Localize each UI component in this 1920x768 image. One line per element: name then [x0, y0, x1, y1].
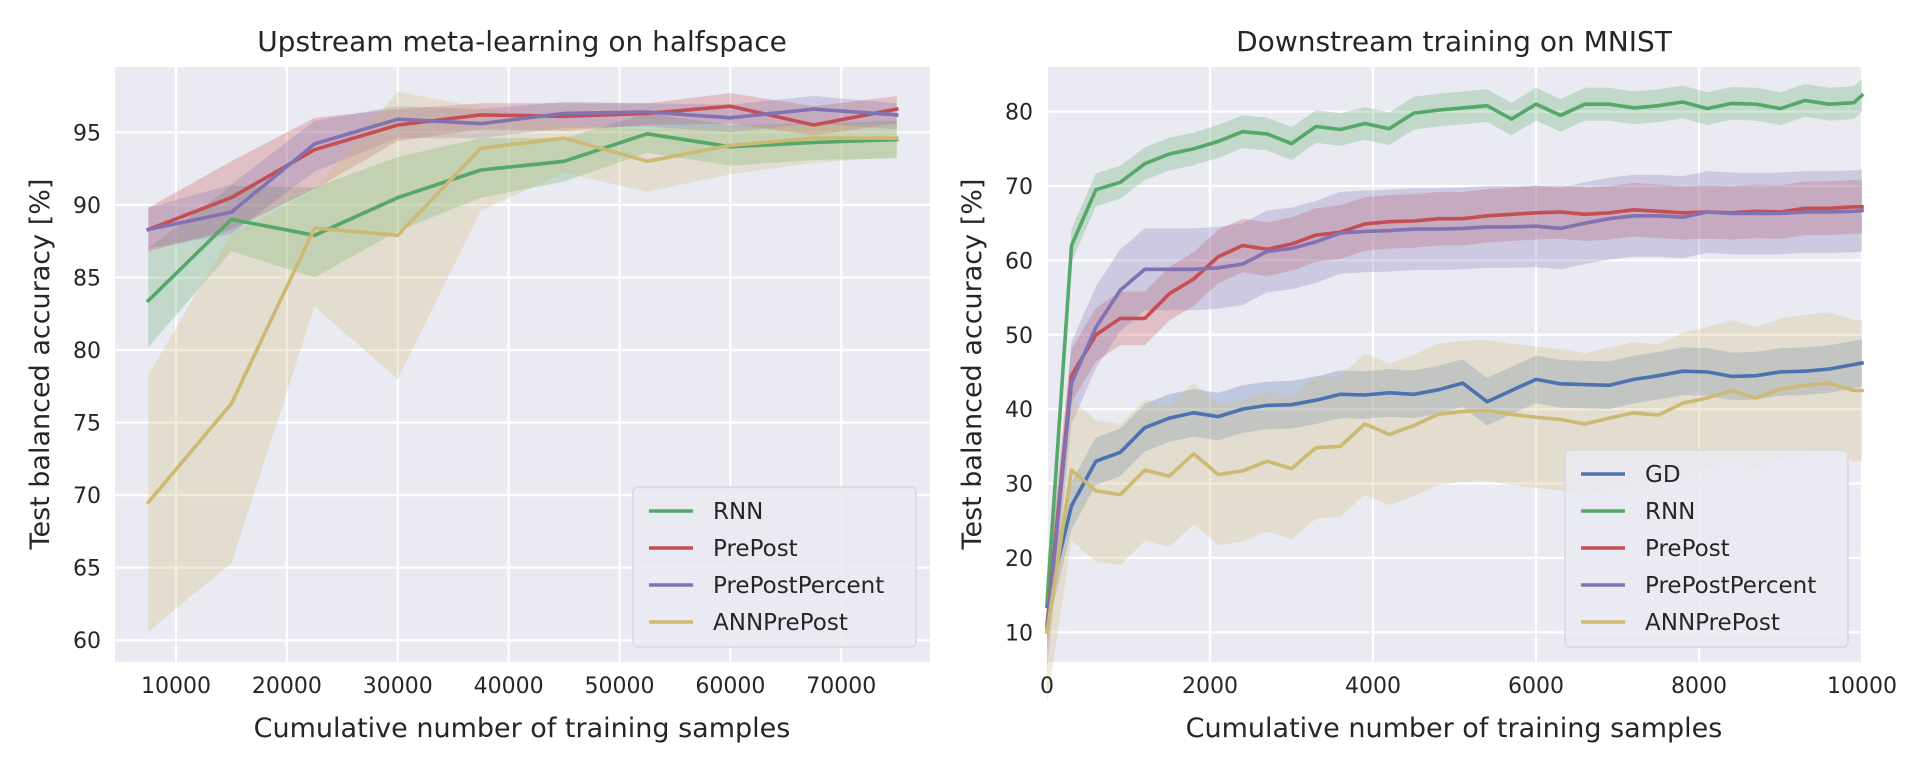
downstream-line-prepostpercent: [1045, 208, 1864, 631]
upstream-legend-label-prepostpercent: PrePostPercent: [713, 573, 884, 599]
upstream-y-tick-label: 60: [73, 629, 101, 654]
downstream-legend: GD RNN PrePost PrePostPercent ANNPrePost: [1564, 449, 1849, 648]
upstream-line-prepost: [145, 104, 899, 232]
downstream-y-tick-label: 20: [1005, 547, 1033, 572]
upstream-x-axis-label: Cumulative number of training samples: [254, 713, 791, 744]
downstream-legend-label-rnn: RNN: [1645, 499, 1695, 525]
upstream-x-tick-label: 40000: [474, 674, 544, 699]
upstream-line-annprepost: [145, 136, 899, 505]
upstream-band-prepostpercent: [148, 96, 897, 249]
downstream-y-tick-label: 80: [1005, 101, 1033, 126]
upstream-y-tick-label: 95: [73, 121, 101, 146]
downstream-y-tick-label: 40: [1005, 398, 1033, 423]
downstream-x-tick-label: 6000: [1508, 674, 1564, 699]
upstream-y-tick-label: 65: [73, 557, 101, 582]
upstream-legend-label-annprepost: ANNPrePost: [713, 610, 848, 636]
downstream-band-prepost: [1047, 180, 1862, 652]
downstream-chart-panel: 0 2000 4000 6000 8000 10000 1020304050607080 …: [957, 25, 1897, 744]
upstream-x-tick-label: 20000: [252, 674, 322, 699]
upstream-x-tick-label: 10000: [141, 674, 211, 699]
downstream-band-annprepost: [1047, 312, 1862, 703]
upstream-x-ticks: 10000 20000 30000 40000 50000 60000 70000: [141, 674, 876, 699]
downstream-legend-label-annprepost: ANNPrePost: [1645, 610, 1780, 636]
upstream-x-tick-label: 30000: [363, 674, 433, 699]
downstream-legend-label-prepost: PrePost: [1645, 536, 1730, 562]
upstream-legend-label-prepost: PrePost: [713, 536, 798, 562]
downstream-line-annprepost: [1044, 381, 1864, 635]
upstream-legend-label-rnn: RNN: [713, 499, 763, 525]
downstream-y-tick-label: 50: [1005, 324, 1033, 349]
upstream-y-ticks: 60 65 70 75 80 85 90 95: [73, 121, 101, 654]
upstream-band-prepost: [148, 93, 897, 252]
downstream-band-gd: [1047, 339, 1862, 630]
downstream-legend-label-gd: GD: [1645, 462, 1681, 488]
downstream-legend-label-prepostpercent: PrePostPercent: [1645, 573, 1816, 599]
upstream-chart-title: Upstream meta-learning on halfspace: [257, 25, 787, 58]
upstream-y-tick-label: 90: [73, 194, 101, 219]
downstream-band-prepostpercent: [1047, 169, 1862, 670]
downstream-chart-title: Downstream training on MNIST: [1236, 25, 1673, 58]
downstream-series-lines: [1044, 92, 1865, 635]
upstream-x-tick-label: 60000: [695, 674, 765, 699]
downstream-x-tick-label: 8000: [1671, 674, 1727, 699]
downstream-line-gd: [1044, 360, 1865, 609]
upstream-legend-box: [632, 486, 917, 648]
upstream-chart-panel: 10000 20000 30000 40000 50000 60000 70000 60 65…: [25, 25, 930, 744]
downstream-y-tick-label: 30: [1005, 473, 1033, 498]
downstream-x-tick-label: 4000: [1345, 674, 1401, 699]
upstream-series-lines: [145, 104, 899, 505]
upstream-line-prepostpercent: [146, 107, 899, 232]
downstream-x-tick-label: 10000: [1827, 674, 1897, 699]
upstream-y-axis-label: Test balanced accuracy [%]: [25, 179, 56, 551]
upstream-y-tick-label: 85: [73, 266, 101, 291]
downstream-y-axis-label: Test balanced accuracy [%]: [957, 179, 988, 551]
downstream-x-ticks: 0 2000 4000 6000 8000 10000: [1040, 674, 1897, 699]
upstream-y-tick-label: 80: [73, 339, 101, 364]
downstream-y-ticks: 10 20 30 40 50 60 70 80: [1005, 101, 1033, 647]
upstream-x-tick-label: 70000: [806, 674, 876, 699]
downstream-x-axis-label: Cumulative number of training samples: [1186, 713, 1723, 744]
upstream-x-tick-label: 50000: [585, 674, 655, 699]
downstream-x-tick-label: 2000: [1182, 674, 1238, 699]
downstream-y-tick-label: 10: [1005, 621, 1033, 646]
downstream-x-tick-label: 0: [1040, 674, 1054, 699]
upstream-y-tick-label: 75: [73, 412, 101, 437]
upstream-legend: RNN PrePost PrePostPercent ANNPrePost: [632, 486, 917, 648]
downstream-y-tick-label: 60: [1005, 249, 1033, 274]
upstream-line-rnn: [145, 132, 899, 304]
upstream-y-tick-label: 70: [73, 484, 101, 509]
downstream-legend-box: [1564, 449, 1849, 648]
downstream-confidence-bands: [1047, 78, 1862, 703]
downstream-y-tick-label: 70: [1005, 175, 1033, 200]
downstream-line-rnn: [1045, 92, 1865, 605]
